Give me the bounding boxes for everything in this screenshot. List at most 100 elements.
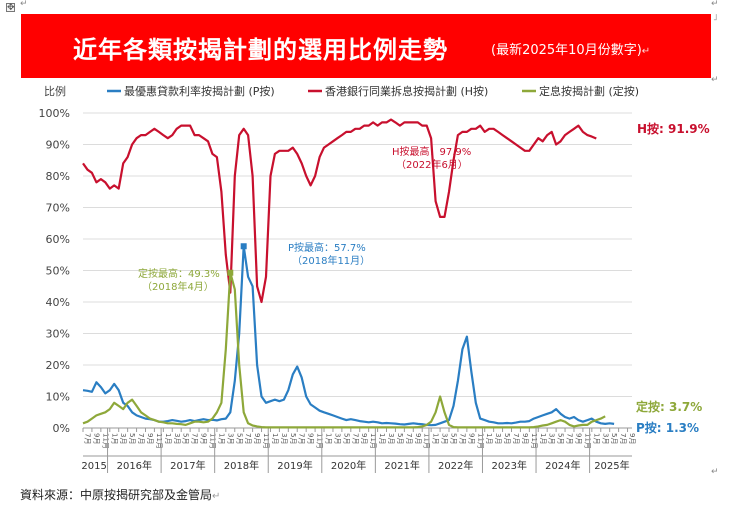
- year-label: 2015: [81, 461, 106, 472]
- year-label: 2023年: [492, 459, 527, 472]
- x-tick-label: 9月: [467, 433, 475, 444]
- y-tick-label: 80%: [46, 170, 70, 183]
- x-tick-label: 3月: [601, 433, 609, 444]
- corner-mark-icon: ↵: [711, 0, 719, 9]
- x-tick-label: 1月: [485, 433, 493, 444]
- x-tick-label: 7月: [619, 433, 627, 444]
- year-label: 2018年: [224, 459, 259, 472]
- title-banner: 近年各類按揭計劃的選用比例走勢 (最新2025年10月份數字)↵: [21, 14, 711, 78]
- x-tick-label: 3月: [333, 433, 341, 444]
- x-tick-label: 5月: [610, 433, 618, 444]
- fixed-peak-marker: [227, 269, 234, 276]
- x-tick-label: 9月: [92, 433, 100, 444]
- x-tick-label: 7月: [566, 433, 574, 444]
- x-tick-label: 11月: [101, 433, 109, 449]
- x-tick-label: 1月: [164, 433, 172, 444]
- x-tick-label: 1月: [539, 433, 547, 444]
- y-axis-label: 比例: [44, 84, 66, 98]
- year-label: 2021年: [384, 459, 419, 472]
- year-label: 2025年: [594, 459, 629, 472]
- p-peak-annotation: （2018年11月）: [292, 254, 370, 267]
- x-tick-label: 11月: [476, 433, 484, 449]
- y-tick-label: 100%: [39, 107, 70, 120]
- x-tick-label: 7月: [351, 433, 359, 444]
- legend-label: 定息按揭計劃 (定按): [539, 84, 639, 98]
- table-move-handle-icon[interactable]: ✥: [6, 3, 15, 13]
- x-tick-label: 3月: [548, 433, 556, 444]
- fixed-rate-line: [82, 271, 606, 429]
- fixed-latest-label: 定按: 3.7%: [636, 399, 702, 414]
- x-tick-label: 5月: [503, 433, 511, 444]
- year-label: 2017年: [170, 459, 205, 472]
- y-tick-label: 50%: [46, 265, 70, 278]
- x-tick-label: 5月: [235, 433, 243, 444]
- x-tick-label: 11月: [369, 433, 377, 449]
- h-peak-annotation: （2022年6月）: [396, 158, 468, 171]
- x-tick-label: 3月: [494, 433, 502, 444]
- x-tick-label: 7月: [405, 433, 413, 444]
- y-tick-label: 10%: [46, 391, 70, 404]
- x-tick-label: 9月: [574, 433, 582, 444]
- year-label: 2024年: [545, 459, 580, 472]
- x-tick-label: 5月: [450, 433, 458, 444]
- y-tick-label: 40%: [46, 296, 70, 309]
- fixed-peak-annotation: （2018年4月）: [142, 280, 214, 293]
- x-tick-label: 3月: [441, 433, 449, 444]
- x-tick-label: 7月: [244, 433, 252, 444]
- x-tick-label: 1月: [592, 433, 600, 444]
- corner-mark-icon: ˩: [713, 13, 718, 23]
- p-latest-label: P按: 1.3%: [636, 420, 699, 435]
- x-tick-label: 7月: [84, 433, 92, 444]
- x-tick-label: 3月: [119, 433, 127, 444]
- p-rate-line: [82, 245, 615, 427]
- y-tick-label: 70%: [46, 202, 70, 215]
- x-tick-label: 3月: [226, 433, 234, 444]
- hibor-line: [82, 118, 597, 304]
- legend-label: 香港銀行同業拆息按揭計劃 (H按): [325, 84, 488, 98]
- x-tick-label: 9月: [253, 433, 261, 444]
- y-tick-label: 20%: [46, 359, 70, 372]
- page-title: 近年各類按揭計劃的選用比例走勢: [73, 36, 448, 64]
- page-subtitle: (最新2025年10月份數字)↵: [491, 39, 650, 58]
- year-label: 2022年: [438, 459, 473, 472]
- x-tick-label: 5月: [182, 433, 190, 444]
- paragraph-mark-icon: ↵: [641, 46, 651, 57]
- x-tick-label: 7月: [512, 433, 520, 444]
- y-tick-label: 90%: [46, 139, 70, 152]
- p-peak-annotation: P按最高：57.7%: [288, 241, 366, 254]
- x-tick-label: 9月: [200, 433, 208, 444]
- x-tick-label: 9月: [414, 433, 422, 444]
- year-label: 2016年: [117, 459, 152, 472]
- paragraph-mark-icon: ↵: [212, 491, 221, 502]
- x-tick-label: 3月: [173, 433, 181, 444]
- legend-label: 最優惠貸款利率按揭計劃 (P按): [124, 84, 275, 98]
- x-tick-label: 1月: [217, 433, 225, 444]
- source-text: 資料來源：中原按揭研究部及金管局: [20, 488, 213, 502]
- x-tick-label: 9月: [307, 433, 315, 444]
- x-tick-label: 7月: [191, 433, 199, 444]
- x-tick-label: 3月: [387, 433, 395, 444]
- x-tick-label: 1月: [432, 433, 440, 444]
- x-tick-label: 9月: [521, 433, 529, 444]
- corner-mark-icon: ↵: [711, 467, 719, 477]
- y-tick-label: 30%: [46, 328, 70, 341]
- p-peak-marker: [240, 243, 247, 250]
- x-tick-label: 11月: [155, 433, 163, 449]
- year-label: 2019年: [277, 459, 312, 472]
- x-tick-label: 11月: [262, 433, 270, 449]
- h-peak-annotation: H按最高：97.9%: [392, 145, 471, 158]
- x-tick-label: 3月: [280, 433, 288, 444]
- x-tick-label: 1月: [271, 433, 279, 444]
- x-tick-label: 1月: [378, 433, 386, 444]
- source-note: 資料來源：中原按揭研究部及金管局↵: [20, 486, 220, 503]
- x-tick-label: 5月: [289, 433, 297, 444]
- x-tick-label: 11月: [530, 433, 538, 449]
- x-tick-label: 5月: [557, 433, 565, 444]
- subtitle-text: (最新2025年10月份數字): [491, 43, 642, 58]
- corner-mark-icon: ↵: [20, 0, 28, 9]
- x-tick-label: 11月: [583, 433, 591, 449]
- x-tick-label: 7月: [137, 433, 145, 444]
- y-tick-label: 60%: [46, 233, 70, 246]
- fixed-peak-annotation: 定按最高：49.3%: [138, 267, 220, 280]
